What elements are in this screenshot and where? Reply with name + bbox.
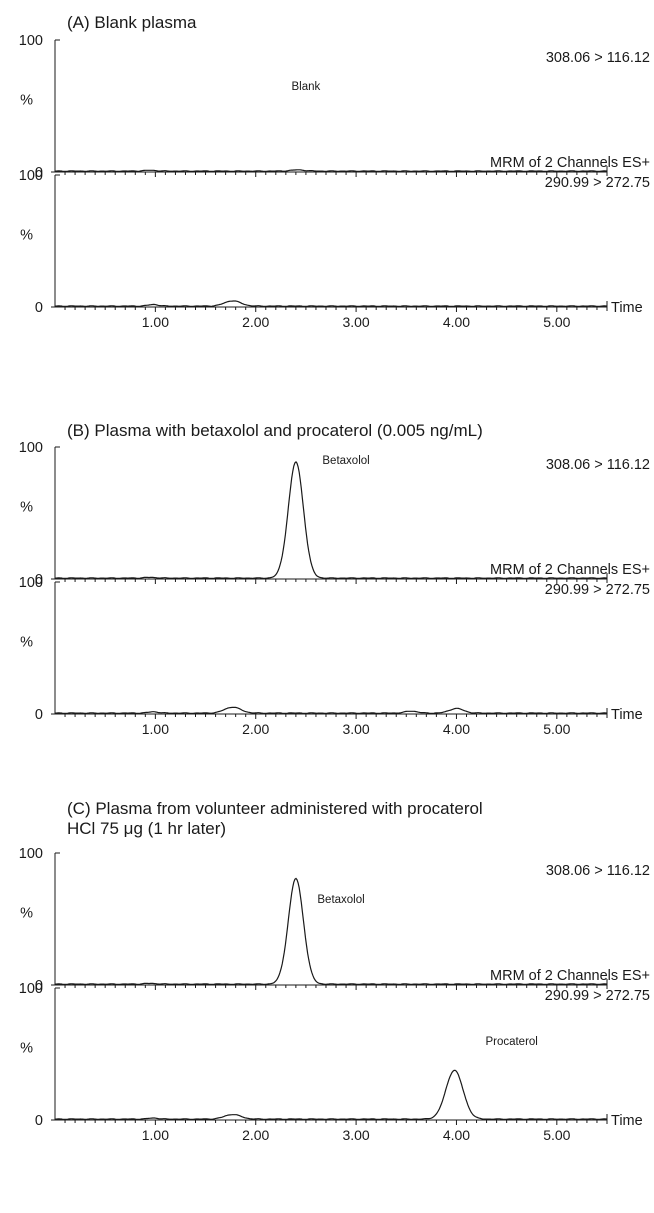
trace-line — [55, 1069, 607, 1121]
y-label-0: 0 — [35, 300, 43, 316]
peak-label: Betaxolol — [317, 894, 364, 906]
y-label-percent: % — [20, 92, 33, 108]
trace-transition: 290.99 > 272.75 — [545, 175, 650, 191]
y-label-100: 100 — [19, 846, 43, 862]
y-label-0: 0 — [35, 572, 43, 588]
y-label-percent: % — [20, 905, 33, 921]
x-tick-label: 3.00 — [342, 721, 369, 737]
panel-title: (C) Plasma from volunteer administered w… — [67, 799, 483, 818]
x-tick-label: 5.00 — [543, 721, 570, 737]
trace-line — [55, 300, 607, 308]
trace-header: MRM of 2 Channels ES+ — [490, 562, 650, 578]
y-label-0: 0 — [35, 978, 43, 994]
trace-transition: 308.06 > 116.12 — [546, 863, 650, 879]
x-axis-label-time: Time — [611, 1113, 643, 1129]
trace-transition: 290.99 > 272.75 — [545, 988, 650, 1004]
y-label-0: 0 — [35, 165, 43, 181]
x-tick-label: 5.00 — [543, 1127, 570, 1143]
trace-transition: 308.06 > 116.12 — [546, 50, 650, 66]
peak-label: Blank — [292, 81, 321, 93]
x-tick-label: 3.00 — [342, 314, 369, 330]
y-label-percent: % — [20, 634, 33, 650]
panel-title: (A) Blank plasma — [67, 13, 197, 32]
trace-line — [55, 877, 607, 986]
x-axis-label-time: Time — [611, 707, 643, 723]
x-tick-label: 4.00 — [443, 1127, 470, 1143]
x-tick-label: 1.00 — [142, 721, 169, 737]
x-tick-label: 2.00 — [242, 721, 269, 737]
y-label-100: 100 — [19, 440, 43, 456]
peak-label: Procaterol — [485, 1036, 537, 1048]
y-label-100: 100 — [19, 168, 43, 184]
y-label-0: 0 — [35, 1113, 43, 1129]
panel-title: HCl 75 μg (1 hr later) — [67, 819, 226, 838]
x-tick-label: 3.00 — [342, 1127, 369, 1143]
trace-header: MRM of 2 Channels ES+ — [490, 155, 650, 171]
x-tick-label: 2.00 — [242, 1127, 269, 1143]
x-tick-label: 4.00 — [443, 721, 470, 737]
peak-label: Betaxolol — [322, 455, 369, 467]
trace-line — [55, 169, 607, 173]
y-label-100: 100 — [19, 981, 43, 997]
trace-transition: 308.06 > 116.12 — [546, 457, 650, 473]
trace-line — [55, 706, 607, 715]
panel-title: (B) Plasma with betaxolol and procaterol… — [67, 421, 483, 440]
y-label-percent: % — [20, 499, 33, 515]
y-label-percent: % — [20, 1040, 33, 1056]
y-label-100: 100 — [19, 575, 43, 591]
x-tick-label: 1.00 — [142, 1127, 169, 1143]
x-tick-label: 4.00 — [443, 314, 470, 330]
x-axis-label-time: Time — [611, 300, 643, 316]
x-tick-label: 5.00 — [543, 314, 570, 330]
y-label-0: 0 — [35, 707, 43, 723]
trace-line — [55, 461, 607, 580]
trace-transition: 290.99 > 272.75 — [545, 582, 650, 598]
trace-header: MRM of 2 Channels ES+ — [490, 968, 650, 984]
y-label-100: 100 — [19, 33, 43, 49]
y-label-percent: % — [20, 227, 33, 243]
x-tick-label: 1.00 — [142, 314, 169, 330]
x-tick-label: 2.00 — [242, 314, 269, 330]
